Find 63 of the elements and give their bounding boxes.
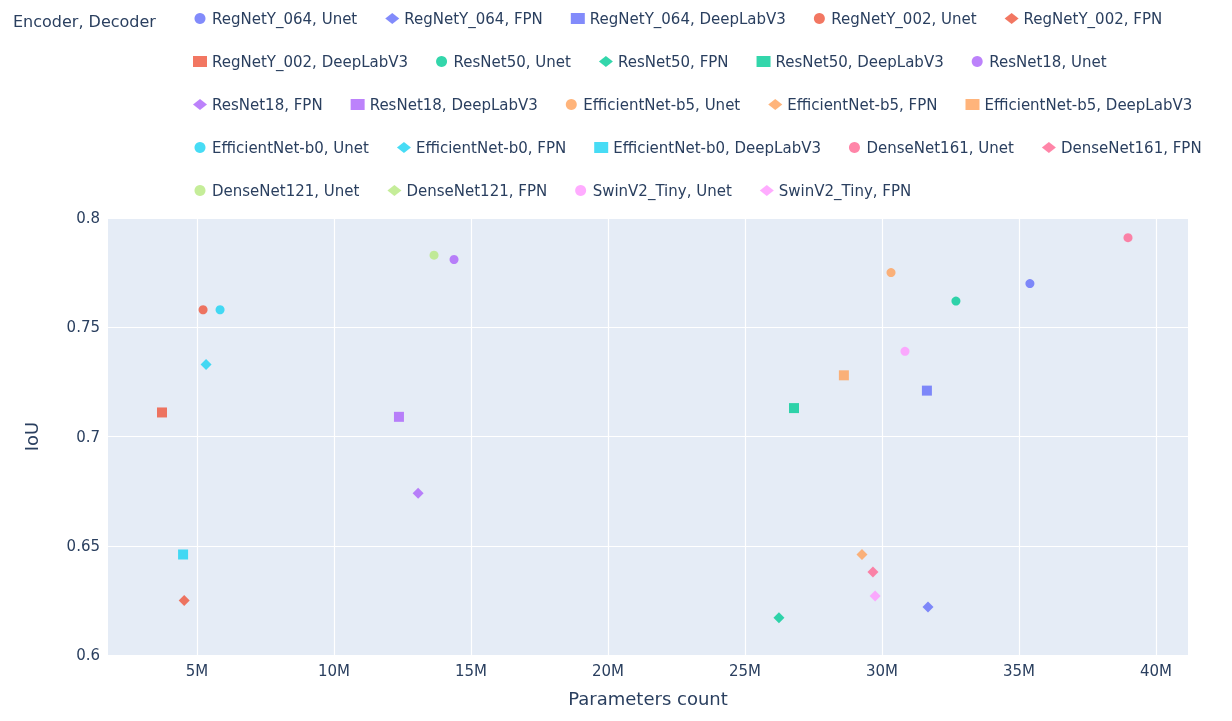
legend-label: SwinV2_Tiny, FPN	[778, 181, 912, 201]
point	[429, 250, 439, 260]
point	[449, 255, 459, 265]
point	[951, 296, 961, 306]
point	[922, 601, 934, 613]
point	[900, 346, 910, 356]
y-tick-label: 0.65	[66, 536, 100, 555]
x-tick-label: 5M	[185, 661, 209, 680]
point	[178, 594, 190, 606]
point	[838, 370, 849, 381]
point	[1123, 233, 1133, 243]
legend-label: RegNetY_002, Unet	[831, 9, 977, 29]
legend-label: RegNetY_064, DeepLabV3	[589, 9, 786, 29]
x-tick-label: 30M	[865, 661, 898, 680]
legend-label: RegNetY_002, DeepLabV3	[212, 52, 409, 72]
point	[869, 590, 881, 602]
x-tick-label: 20M	[591, 661, 625, 680]
point	[886, 268, 896, 278]
legend-label: EfficientNet-b5, FPN	[787, 95, 938, 114]
legend-label: EfficientNet-b0, FPN	[415, 138, 567, 157]
x-tick-label: 40M	[1139, 661, 1172, 680]
legend-label: ResNet50, FPN	[617, 52, 729, 71]
legend-label: RegNetY_064, Unet	[212, 9, 358, 29]
point	[215, 305, 225, 315]
point	[773, 612, 785, 624]
legend-label: EfficientNet-b5, DeepLabV3	[984, 95, 1193, 114]
legend-label: SwinV2_Tiny, Unet	[592, 181, 732, 201]
y-tick-label: 0.7	[76, 427, 100, 446]
legend-label: DenseNet161, Unet	[866, 138, 1014, 157]
point	[921, 385, 932, 396]
point	[867, 566, 879, 578]
y-axis-title: IoU	[20, 421, 42, 452]
legend-label: DenseNet121, FPN	[406, 181, 548, 200]
point	[198, 305, 208, 315]
y-tick-label: 0.8	[76, 209, 100, 227]
y-tick-label: 0.75	[66, 318, 100, 337]
point	[789, 403, 800, 414]
x-tick-label: 10M	[318, 661, 351, 680]
point	[178, 549, 189, 560]
point	[200, 358, 212, 370]
legend-label: DenseNet121, Unet	[212, 181, 360, 200]
legend-label: DenseNet161, FPN	[1060, 138, 1202, 157]
legend-label: ResNet18, Unet	[989, 52, 1107, 71]
legend-label: ResNet50, Unet	[453, 52, 572, 71]
point	[156, 407, 167, 418]
legend-label: RegNetY_064, FPN	[404, 9, 543, 29]
x-tick-label: 25M	[728, 661, 761, 680]
point	[393, 411, 404, 422]
legend-label: EfficientNet-b5, Unet	[583, 95, 741, 114]
point	[1025, 279, 1035, 289]
y-tick-label: 0.6	[76, 646, 100, 664]
point	[856, 548, 868, 560]
legend-label: RegNetY_002, FPN	[1023, 9, 1163, 29]
x-tick-label: 35M	[1002, 661, 1035, 680]
legend-label: ResNet18, FPN	[212, 95, 323, 114]
x-tick-label: 15M	[455, 661, 488, 680]
legend-label: ResNet50, DeepLabV3	[775, 52, 944, 71]
legend-label: ResNet18, DeepLabV3	[369, 95, 538, 114]
legend-label: EfficientNet-b0, DeepLabV3	[613, 138, 821, 157]
point	[412, 487, 424, 499]
x-axis-title: Parameters count	[568, 687, 728, 709]
legend-label: EfficientNet-b0, Unet	[212, 138, 370, 157]
legend-title: Encoder, Decoder	[13, 11, 157, 31]
